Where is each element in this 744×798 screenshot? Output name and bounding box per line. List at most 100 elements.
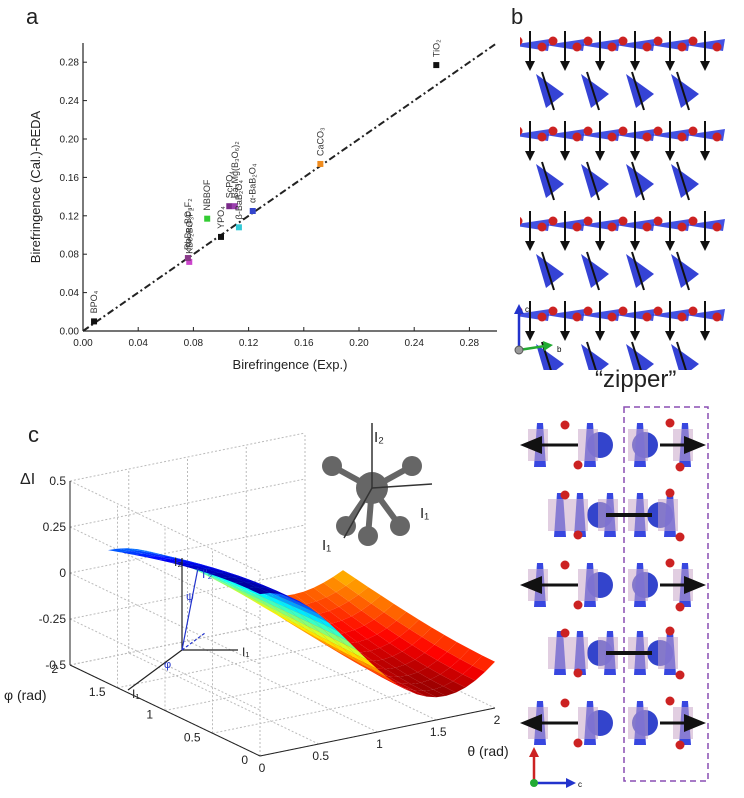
oxygen-atom xyxy=(583,306,593,316)
phi-tick-label: 0.5 xyxy=(184,730,201,744)
axis-c-label-b: c xyxy=(525,305,529,314)
structure-shade xyxy=(628,569,648,601)
oxygen-atom xyxy=(688,36,698,46)
y-tick-label: 0.00 xyxy=(60,327,80,338)
structure-arrowhead xyxy=(595,151,605,161)
structure-arrow xyxy=(676,71,690,111)
structure-shade xyxy=(568,499,588,531)
surface-patch xyxy=(266,607,289,622)
data-label: NBBOF xyxy=(202,179,212,211)
structure-arrowhead xyxy=(665,331,675,341)
surface-patch xyxy=(268,592,291,606)
structure-shade xyxy=(628,429,648,461)
surface-patch xyxy=(351,610,375,626)
surface-patch xyxy=(401,683,424,691)
oxygen-atom xyxy=(520,36,523,46)
structure-arrow xyxy=(676,341,687,370)
y-tick-label: 0.16 xyxy=(60,173,80,184)
surface-patch xyxy=(389,636,413,652)
zipper-title: “zipper” xyxy=(595,366,677,393)
surface-patch xyxy=(391,681,414,691)
oxygen-atom xyxy=(583,126,593,136)
oxygen-atom xyxy=(572,132,582,142)
surface-patch xyxy=(265,594,288,609)
surface-patch xyxy=(336,585,359,602)
data-point xyxy=(204,215,211,222)
structure-shade xyxy=(658,637,678,669)
data-point xyxy=(184,255,191,262)
surface-patch xyxy=(421,627,445,645)
surface-patch xyxy=(206,568,229,574)
surface-patch xyxy=(386,620,410,637)
surface-patch xyxy=(231,577,255,583)
theta-axis-label: θ (rad) xyxy=(467,743,508,759)
surface-patch xyxy=(243,594,267,608)
surface-patch xyxy=(209,572,232,579)
surface-patch xyxy=(344,629,368,643)
surface-patch xyxy=(297,617,320,633)
oxygen-atom xyxy=(560,698,570,708)
structure-arrowhead xyxy=(700,61,710,71)
surface-patch xyxy=(472,655,495,672)
x-tick-label: 0.12 xyxy=(239,338,259,349)
oxygen-atom xyxy=(675,532,685,542)
x-tick-label: 0.20 xyxy=(349,338,369,349)
oxygen-atom xyxy=(712,132,722,142)
inset-label-i1b: I₁ xyxy=(132,687,139,701)
surface-patch xyxy=(290,605,313,620)
surface-patch xyxy=(234,587,257,601)
surface-patch xyxy=(326,592,349,607)
surface-patch xyxy=(434,634,457,652)
structure-arrow xyxy=(586,71,600,111)
surface-patch xyxy=(437,651,460,668)
oxygen-atom xyxy=(607,312,617,322)
surface-patch xyxy=(404,687,427,697)
surface-patch xyxy=(300,613,323,629)
structure-arrow xyxy=(631,251,645,291)
structure-arrowhead xyxy=(595,241,605,251)
surface-patch xyxy=(383,603,407,621)
surface-patch xyxy=(284,611,308,627)
surface-patch xyxy=(303,610,326,626)
oxygen-atom xyxy=(642,222,652,232)
oxygen-atom xyxy=(607,222,617,232)
z-tick-label: -0.25 xyxy=(39,612,67,626)
structure-arrow xyxy=(684,436,706,454)
surface-patch xyxy=(247,587,270,595)
surface-patch xyxy=(296,601,319,615)
surface-patch xyxy=(430,674,453,687)
molecule-label-i1: I₁ xyxy=(420,505,429,522)
surface-patch xyxy=(405,659,428,673)
oxygen-atom xyxy=(573,668,583,678)
panel-label-b: b xyxy=(511,4,524,29)
inset-label-i2-prime: I'₂ xyxy=(202,567,213,581)
surface-patch xyxy=(272,605,295,620)
surface-patch xyxy=(108,548,131,553)
structure-arrowhead xyxy=(595,61,605,71)
surface-patch xyxy=(417,667,441,680)
surface-patch xyxy=(137,549,160,554)
surface-patch xyxy=(443,681,466,693)
surface-patch xyxy=(279,614,302,630)
data-point xyxy=(186,258,193,265)
surface-patch xyxy=(423,689,446,698)
surface-patch xyxy=(130,550,153,554)
zipper-structure xyxy=(520,406,709,782)
oxygen-atom xyxy=(560,560,570,570)
structure-arrow xyxy=(541,161,555,201)
inset-label-phi: φ xyxy=(164,659,171,671)
data-point xyxy=(249,208,256,214)
surface-patch xyxy=(127,548,150,552)
surface-patch xyxy=(332,620,355,633)
surface-patch xyxy=(319,611,342,624)
structure-arrow xyxy=(631,341,642,370)
structure-arrow xyxy=(684,576,706,594)
structure-arrowhead xyxy=(700,151,710,161)
surface-patch xyxy=(326,643,350,658)
inset-label-i1: I₁ xyxy=(242,645,249,659)
oxygen-atom xyxy=(548,126,558,136)
surface-patch xyxy=(357,639,380,651)
surface-patch xyxy=(246,593,270,608)
zipper-box xyxy=(623,406,709,782)
oxygen-atom xyxy=(653,306,663,316)
